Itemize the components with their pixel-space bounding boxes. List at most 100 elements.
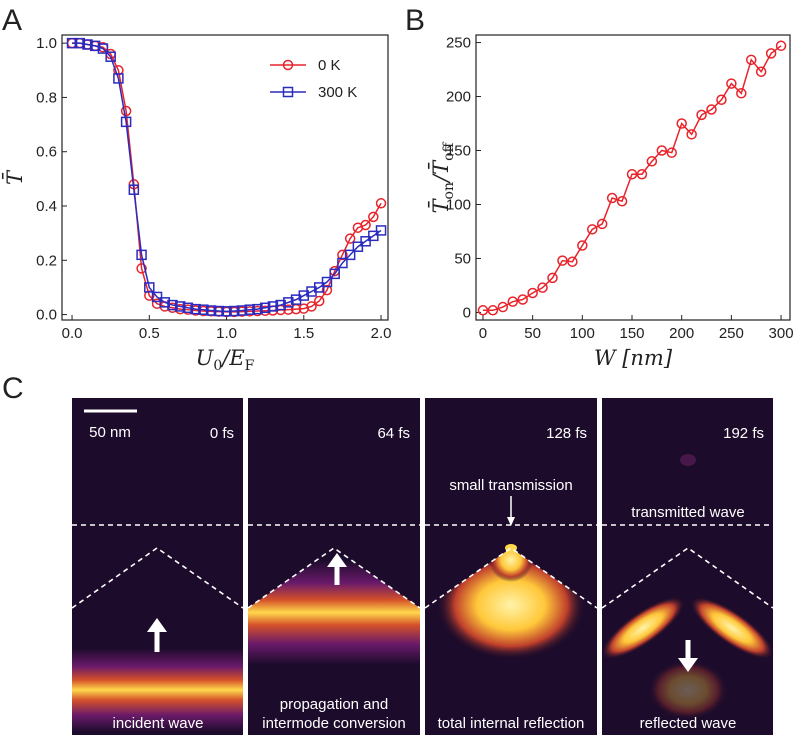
marker bbox=[221, 306, 232, 317]
marker bbox=[298, 303, 310, 314]
marker bbox=[151, 291, 163, 303]
panel-label: B bbox=[405, 4, 425, 37]
marker bbox=[375, 198, 387, 209]
series-line bbox=[72, 42, 382, 313]
marker bbox=[74, 37, 86, 49]
y-tick-label: 0.6 bbox=[36, 144, 57, 161]
y-tick-label: 0.4 bbox=[36, 198, 57, 215]
y-tick-label: 1.0 bbox=[36, 35, 57, 52]
marker bbox=[113, 65, 124, 76]
frame-annotation: small transmission bbox=[449, 477, 572, 494]
frame-caption: reflected wave bbox=[640, 715, 737, 732]
marker bbox=[567, 256, 578, 267]
marker bbox=[696, 109, 707, 121]
marker bbox=[368, 230, 379, 242]
marker bbox=[716, 94, 727, 106]
marker bbox=[190, 303, 201, 315]
marker bbox=[507, 296, 519, 307]
marker bbox=[144, 290, 155, 301]
marker bbox=[606, 192, 618, 204]
marker bbox=[205, 305, 217, 316]
marker bbox=[120, 116, 132, 128]
marker bbox=[167, 299, 178, 311]
x-tick-label: 0 bbox=[479, 325, 487, 342]
marker bbox=[282, 86, 294, 98]
label-part: T̄ bbox=[428, 197, 453, 213]
marker bbox=[360, 219, 371, 231]
x-tick-label: 0.5 bbox=[139, 325, 160, 342]
y-tick-label: 0.0 bbox=[36, 307, 57, 324]
marker bbox=[198, 304, 209, 315]
marker bbox=[626, 169, 638, 180]
marker bbox=[706, 104, 717, 115]
marker bbox=[283, 297, 294, 308]
marker bbox=[174, 301, 186, 312]
marker bbox=[313, 295, 325, 307]
x-tick-label: 0.0 bbox=[62, 325, 83, 342]
marker bbox=[736, 88, 747, 99]
x-tick-label: 2.0 bbox=[371, 325, 392, 342]
label-part: U bbox=[196, 346, 215, 370]
frame-caption: incident wave bbox=[113, 715, 204, 732]
marker bbox=[259, 302, 271, 314]
plot-frame bbox=[61, 34, 389, 321]
y-tick-label: 250 bbox=[446, 35, 471, 52]
legend-label: 0 K bbox=[318, 57, 341, 74]
marker bbox=[213, 305, 225, 317]
marker bbox=[686, 129, 697, 140]
marker bbox=[321, 284, 333, 296]
marker bbox=[726, 78, 737, 89]
marker bbox=[487, 305, 499, 316]
marker bbox=[775, 40, 787, 52]
x-tick-label: 100 bbox=[570, 325, 595, 342]
marker bbox=[577, 240, 588, 251]
frame-caption: intermode conversion bbox=[262, 715, 405, 732]
label-part: /T̄ bbox=[428, 159, 453, 184]
marker bbox=[596, 218, 608, 230]
marker bbox=[136, 263, 147, 274]
marker bbox=[267, 301, 279, 312]
marker bbox=[144, 282, 155, 293]
marker bbox=[321, 276, 333, 288]
marker bbox=[329, 268, 340, 280]
y-tick-label: 200 bbox=[446, 89, 471, 106]
marker bbox=[105, 51, 116, 62]
marker bbox=[128, 184, 140, 195]
marker bbox=[337, 257, 348, 269]
x-tick-label: 1.5 bbox=[293, 325, 314, 342]
marker bbox=[120, 105, 132, 117]
x-axis-label: W [nm] bbox=[594, 346, 673, 370]
marker bbox=[765, 48, 777, 59]
arrows bbox=[84, 409, 698, 672]
marker bbox=[745, 54, 757, 66]
marker bbox=[136, 249, 147, 261]
marker bbox=[306, 301, 317, 312]
marker bbox=[97, 43, 109, 54]
panel-label: C bbox=[2, 372, 24, 405]
x-tick-label: 250 bbox=[719, 325, 744, 342]
marker bbox=[557, 255, 568, 266]
marker bbox=[755, 66, 767, 77]
label-part: on bbox=[441, 182, 457, 199]
y-tick-label: 0.2 bbox=[36, 252, 57, 269]
marker bbox=[477, 305, 489, 316]
marker bbox=[646, 156, 658, 167]
label-part: /E bbox=[220, 346, 244, 370]
marker bbox=[517, 294, 528, 305]
x-tick-label: 150 bbox=[619, 325, 644, 342]
marker bbox=[282, 59, 294, 71]
marker bbox=[66, 37, 78, 49]
marker bbox=[368, 211, 379, 223]
x-tick-label: 50 bbox=[524, 325, 541, 342]
y-tick-label: 0.8 bbox=[36, 89, 57, 106]
marker bbox=[275, 299, 286, 311]
wave bbox=[72, 648, 243, 732]
marker bbox=[352, 241, 364, 252]
frame-time: 0 fs bbox=[210, 425, 234, 442]
marker bbox=[337, 249, 348, 261]
marker bbox=[89, 40, 101, 52]
y-tick-label: 0 bbox=[463, 304, 471, 321]
frame-annotation: transmitted wave bbox=[631, 504, 744, 521]
frame-caption: total internal reflection bbox=[438, 715, 585, 732]
scale-bar-label: 50 nm bbox=[89, 424, 131, 441]
